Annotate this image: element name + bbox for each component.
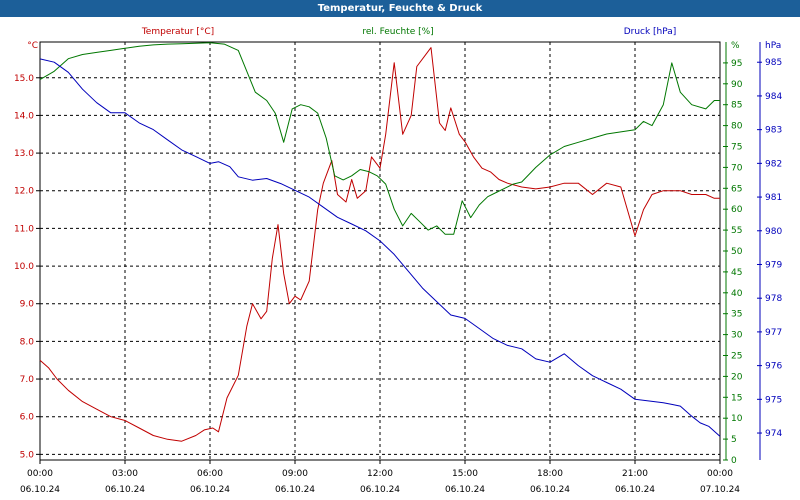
pressure-tick-label: 974 (765, 429, 782, 439)
pressure-tick-label: 976 (765, 362, 782, 372)
x-tick-time: 09:00 (282, 469, 308, 479)
temperature-tick-label: 5.0 (20, 450, 35, 460)
x-tick-date: 06.10.24 (190, 485, 230, 495)
humidity-tick-label: 65 (731, 184, 742, 194)
x-tick-time: 06:00 (197, 469, 223, 479)
x-tick-time: 15:00 (452, 469, 478, 479)
humidity-tick-label: 60 (731, 205, 743, 215)
temperature-tick-label: 14.0 (14, 111, 34, 121)
pressure-tick-label: 985 (765, 58, 782, 68)
x-tick-date: 06.10.24 (20, 485, 60, 495)
x-tick-time: 21:00 (622, 469, 648, 479)
x-tick-date: 07.10.24 (700, 485, 740, 495)
pressure-tick-label: 982 (765, 159, 782, 169)
window-title: Temperatur, Feuchte & Druck (0, 0, 800, 17)
x-tick-time: 18:00 (537, 469, 563, 479)
humidity-tick-label: 40 (731, 289, 743, 299)
temperature-tick-label: 10.0 (14, 262, 34, 272)
temperature-tick-label: 11.0 (14, 224, 34, 234)
pressure-axis-label: Druck [hPa] (624, 27, 677, 37)
x-tick-time: 03:00 (112, 469, 138, 479)
plot-frame (39, 41, 721, 461)
pressure-tick-label: 984 (765, 92, 782, 102)
x-tick-date: 06.10.24 (445, 485, 485, 495)
pressure-tick-label: 977 (765, 328, 782, 338)
x-tick-time: 00:00 (27, 469, 53, 479)
axis-labels: 00:00 06.10.24 03:00 06.10.24 06:00 06.10.24 0… (14, 27, 782, 495)
humidity-tick-label: 10 (731, 414, 743, 424)
pressure-tick-label: 983 (765, 126, 782, 136)
humidity-tick-label: 85 (731, 101, 742, 111)
humidity-axis-label: rel. Feuchte [%] (362, 27, 433, 37)
x-tick-date: 06.10.24 (360, 485, 400, 495)
humidity-line (39, 42, 720, 235)
temperature-tick-label: 8.0 (20, 337, 35, 347)
temperature-tick-label: 15.0 (14, 74, 34, 84)
humidity-tick-label: 20 (731, 372, 743, 382)
x-tick-date: 06.10.24 (530, 485, 570, 495)
pressure-tick-label: 978 (765, 294, 782, 304)
humidity-tick-label: 35 (731, 310, 742, 320)
pressure-tick-label: 975 (765, 395, 782, 405)
humidity-tick-label: 0 (731, 456, 737, 466)
pressure-tick-label: 979 (765, 260, 782, 270)
temperature-tick-label: 13.0 (14, 149, 34, 159)
temperature-tick-label: 6.0 (20, 413, 35, 423)
x-tick-date: 06.10.24 (105, 485, 145, 495)
humidity-tick-label: 95 (731, 59, 742, 69)
humidity-tick-label: 30 (731, 331, 743, 341)
humidity-tick-label: 5 (731, 435, 737, 445)
x-tick-date: 06.10.24 (275, 485, 315, 495)
pressure-tick-label: 980 (765, 227, 782, 237)
x-tick-time: 12:00 (367, 469, 393, 479)
humidity-tick-label: 45 (731, 268, 742, 278)
grid (40, 42, 720, 460)
pressure-unit: hPa (765, 41, 781, 51)
humidity-tick-label: 25 (731, 352, 742, 362)
humidity-tick-label: 70 (731, 163, 743, 173)
humidity-tick-label: 15 (731, 393, 742, 403)
humidity-tick-label: 55 (731, 226, 742, 236)
pressure-line (39, 58, 721, 437)
temperature-axis-label: Temperatur [°C] (141, 27, 214, 37)
humidity-unit: % (731, 41, 740, 51)
temperature-tick-label: 9.0 (20, 300, 35, 310)
temperature-line (39, 47, 720, 442)
temperature-tick-label: 12.0 (14, 187, 34, 197)
humidity-tick-label: 80 (731, 122, 743, 132)
x-tick-time: 00:00 (707, 469, 733, 479)
temperature-tick-label: 7.0 (20, 375, 35, 385)
x-tick-date: 06.10.24 (615, 485, 655, 495)
pressure-tick-label: 981 (765, 193, 782, 203)
axes (36, 41, 762, 464)
series-layer (39, 42, 721, 442)
humidity-tick-label: 75 (731, 143, 742, 153)
humidity-tick-label: 90 (731, 80, 743, 90)
temperature-unit: °C (27, 41, 38, 51)
humidity-tick-label: 50 (731, 247, 743, 257)
